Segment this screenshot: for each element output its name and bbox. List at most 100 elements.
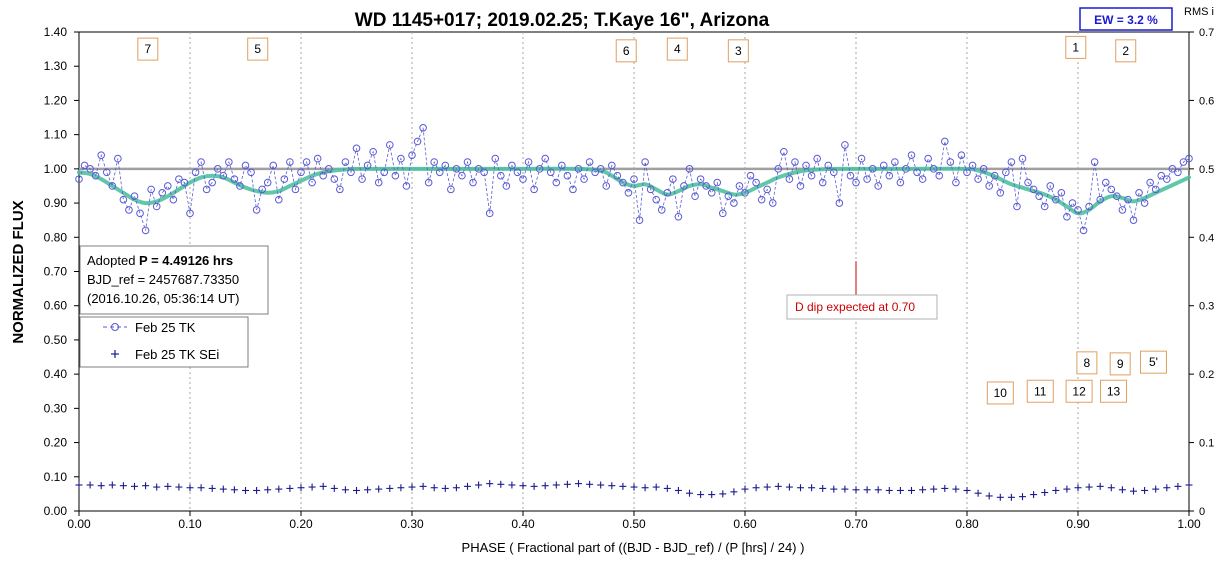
right-axis-ticks: 0 0.1 0.2 0.3 0.4 0.5 0.6 0.7 (1189, 27, 1214, 518)
y2-tick-label: 0 (1199, 506, 1205, 518)
sei-point (375, 485, 383, 493)
tk-point (141, 226, 150, 235)
tk-point (1146, 178, 1154, 187)
tk-point (707, 189, 716, 197)
x-axis-ticks: 0.00 0.10 0.20 0.30 0.40 0.50 0.60 0.70 0.80 0.90… (67, 511, 1201, 531)
tk-point (1057, 189, 1066, 197)
tk-point (952, 178, 960, 187)
tk-point (580, 175, 588, 183)
x-tick-label: 1.00 (1177, 517, 1201, 531)
sei-point (175, 483, 183, 491)
dip-label: 9 (1109, 352, 1131, 376)
tk-point (1046, 182, 1055, 190)
sei-point (441, 484, 449, 492)
ew-badge: EW = 3.2 % (1079, 7, 1173, 31)
dip-label: 10 (986, 381, 1014, 405)
tk-point (702, 182, 710, 190)
tk-point (841, 141, 849, 149)
svg-text:13: 13 (1107, 384, 1121, 398)
tk-point (180, 178, 189, 187)
svg-text:4: 4 (674, 42, 681, 56)
tk-point (402, 182, 411, 190)
tk-point (1174, 168, 1182, 177)
svg-text:Adopted P = 4.49126 hrs: Adopted P = 4.49126 hrs (87, 253, 233, 268)
info-box: Adopted P = 4.49126 hrs BJD_ref = 245768… (79, 245, 269, 315)
tk-point (330, 175, 339, 183)
sei-point (142, 482, 150, 490)
tk-point (485, 209, 494, 218)
tk-point (796, 182, 805, 190)
tk-point (990, 171, 999, 180)
dip-label: 5' (1139, 350, 1167, 374)
tk-point (868, 165, 877, 173)
tk-point (230, 175, 239, 183)
sei-point (774, 482, 782, 490)
tk-point (241, 161, 250, 170)
sei-point (386, 484, 394, 492)
tk-point (458, 171, 466, 180)
y2-tick-label: 0.3 (1199, 301, 1214, 313)
y-tick-label: 0.00 (44, 504, 68, 518)
sei-point (1118, 486, 1126, 494)
sei-point (253, 486, 261, 494)
sei-point (197, 484, 205, 492)
sei-point (1030, 491, 1038, 499)
tk-point (1168, 165, 1177, 173)
tk-point (574, 165, 583, 173)
sei-point (1019, 493, 1026, 501)
svg-text:9: 9 (1117, 357, 1124, 371)
tk-point (1113, 192, 1121, 201)
sei-point (1141, 486, 1149, 494)
tk-point (419, 124, 427, 132)
tk-point (624, 189, 633, 197)
sei-point (1007, 493, 1015, 501)
sei-point (397, 484, 405, 492)
tk-point (191, 168, 200, 177)
sei-point (541, 482, 549, 490)
sei-point (408, 483, 416, 491)
legend-label-tk: Feb 25 TK (135, 320, 196, 335)
y-tick-label: 0.60 (44, 299, 68, 313)
sei-point (1085, 483, 1093, 491)
tk-point (369, 147, 377, 156)
tk-point (1002, 168, 1010, 177)
y-tick-label: 1.00 (44, 162, 68, 176)
tk-point (519, 175, 527, 183)
sei-point (286, 484, 294, 492)
tk-point (824, 161, 833, 170)
legend-entry-tk: Feb 25 TK (103, 320, 196, 335)
sei-point (1152, 485, 1160, 493)
tk-point (347, 168, 355, 177)
tk-point (1040, 202, 1049, 211)
tk-point (907, 151, 916, 159)
sei-point (497, 480, 505, 488)
x-tick-label: 0.50 (622, 517, 646, 531)
tk-point (130, 192, 139, 201)
sei-point (519, 482, 527, 490)
sei-point (330, 484, 338, 492)
sei-point (1063, 485, 1071, 493)
sei-point (708, 491, 716, 499)
tk-point (879, 161, 888, 170)
tk-point (280, 175, 289, 183)
sei-point (75, 481, 83, 489)
sei-point (586, 480, 594, 488)
tk-point (608, 161, 616, 170)
series-model-fit (77, 166, 1191, 216)
tk-point (1179, 158, 1188, 166)
tk-point (435, 168, 444, 177)
info-adopted-prefix: Adopted (87, 253, 139, 268)
tk-point (652, 195, 661, 204)
tk-point (885, 171, 894, 180)
tk-point (985, 182, 994, 190)
sei-point (885, 486, 893, 494)
y-tick-label: 0.70 (44, 265, 68, 279)
dip-label: 4 (666, 37, 688, 61)
tk-point (558, 161, 566, 170)
tk-point (258, 185, 266, 194)
tk-point (1035, 192, 1043, 201)
tk-point (308, 178, 316, 187)
tk-point (874, 182, 883, 190)
tk-point (1107, 185, 1116, 194)
y-tick-label: 0.20 (44, 436, 68, 450)
